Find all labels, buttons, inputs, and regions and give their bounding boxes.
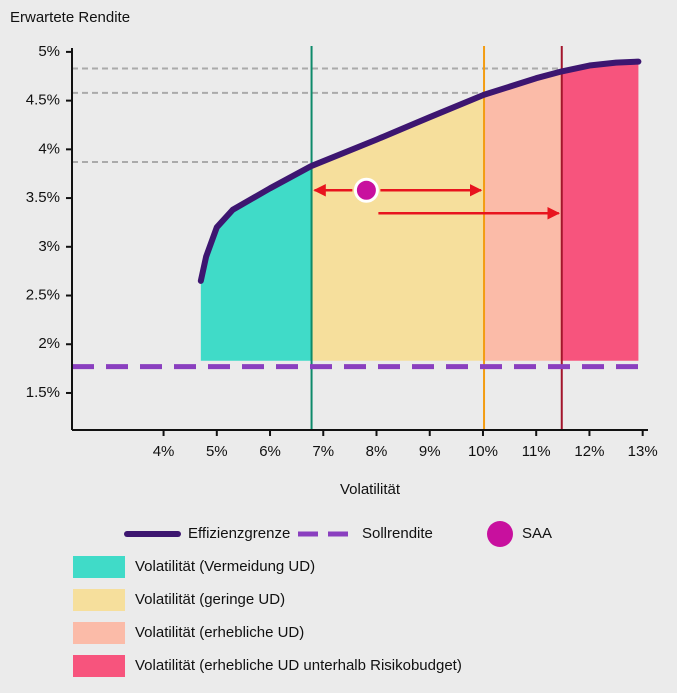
- y-tick-label: 4%: [38, 140, 60, 157]
- x-tick-label: 11%: [522, 443, 551, 460]
- zone-area: [311, 94, 485, 361]
- x-tick-label: 4%: [153, 443, 175, 460]
- y-tick-label: 3.5%: [26, 189, 60, 206]
- legend-label: Effizienzgrenze: [188, 525, 290, 542]
- legend-label: Sollrendite: [362, 525, 433, 542]
- legend-label: Volatilität (geringe UD): [135, 591, 285, 608]
- y-tick-label: 5%: [38, 43, 60, 60]
- saa-point: [353, 177, 379, 203]
- x-tick-label: 12%: [574, 443, 604, 460]
- zone-area: [484, 71, 562, 361]
- legend-swatch: [73, 589, 125, 611]
- x-tick-label: 9%: [419, 443, 441, 460]
- y-tick-label: 4.5%: [26, 92, 60, 109]
- x-tick-label: 6%: [259, 443, 281, 460]
- axis-title: Erwartete Rendite: [10, 9, 130, 26]
- x-tick-label: 8%: [366, 443, 388, 460]
- y-tick-label: 3%: [38, 238, 60, 255]
- frontier-line: [197, 58, 642, 284]
- legend-label: Volatilität (Vermeidung UD): [135, 558, 315, 575]
- legend-label: Volatilität (erhebliche UD): [135, 624, 304, 641]
- x-tick-label: 5%: [206, 443, 228, 460]
- x-tick-label: 13%: [628, 443, 658, 460]
- y-tick-label: 2%: [38, 335, 60, 352]
- x-tick-label: 10%: [468, 443, 498, 460]
- x-tick-label: 7%: [312, 443, 334, 460]
- legend-label: Volatilität (erhebliche UD unterhalb Ris…: [135, 657, 462, 674]
- zone-area: [561, 61, 639, 361]
- legend-swatch: [487, 521, 513, 547]
- legend-swatch: [73, 655, 125, 677]
- legend-swatch: [73, 556, 125, 578]
- y-tick-label: 1.5%: [26, 384, 60, 401]
- y-tick-label: 2.5%: [26, 286, 60, 303]
- legend-label: SAA: [522, 525, 552, 542]
- x-axis-label: Volatilität: [340, 481, 401, 498]
- legend-swatch: [73, 622, 125, 644]
